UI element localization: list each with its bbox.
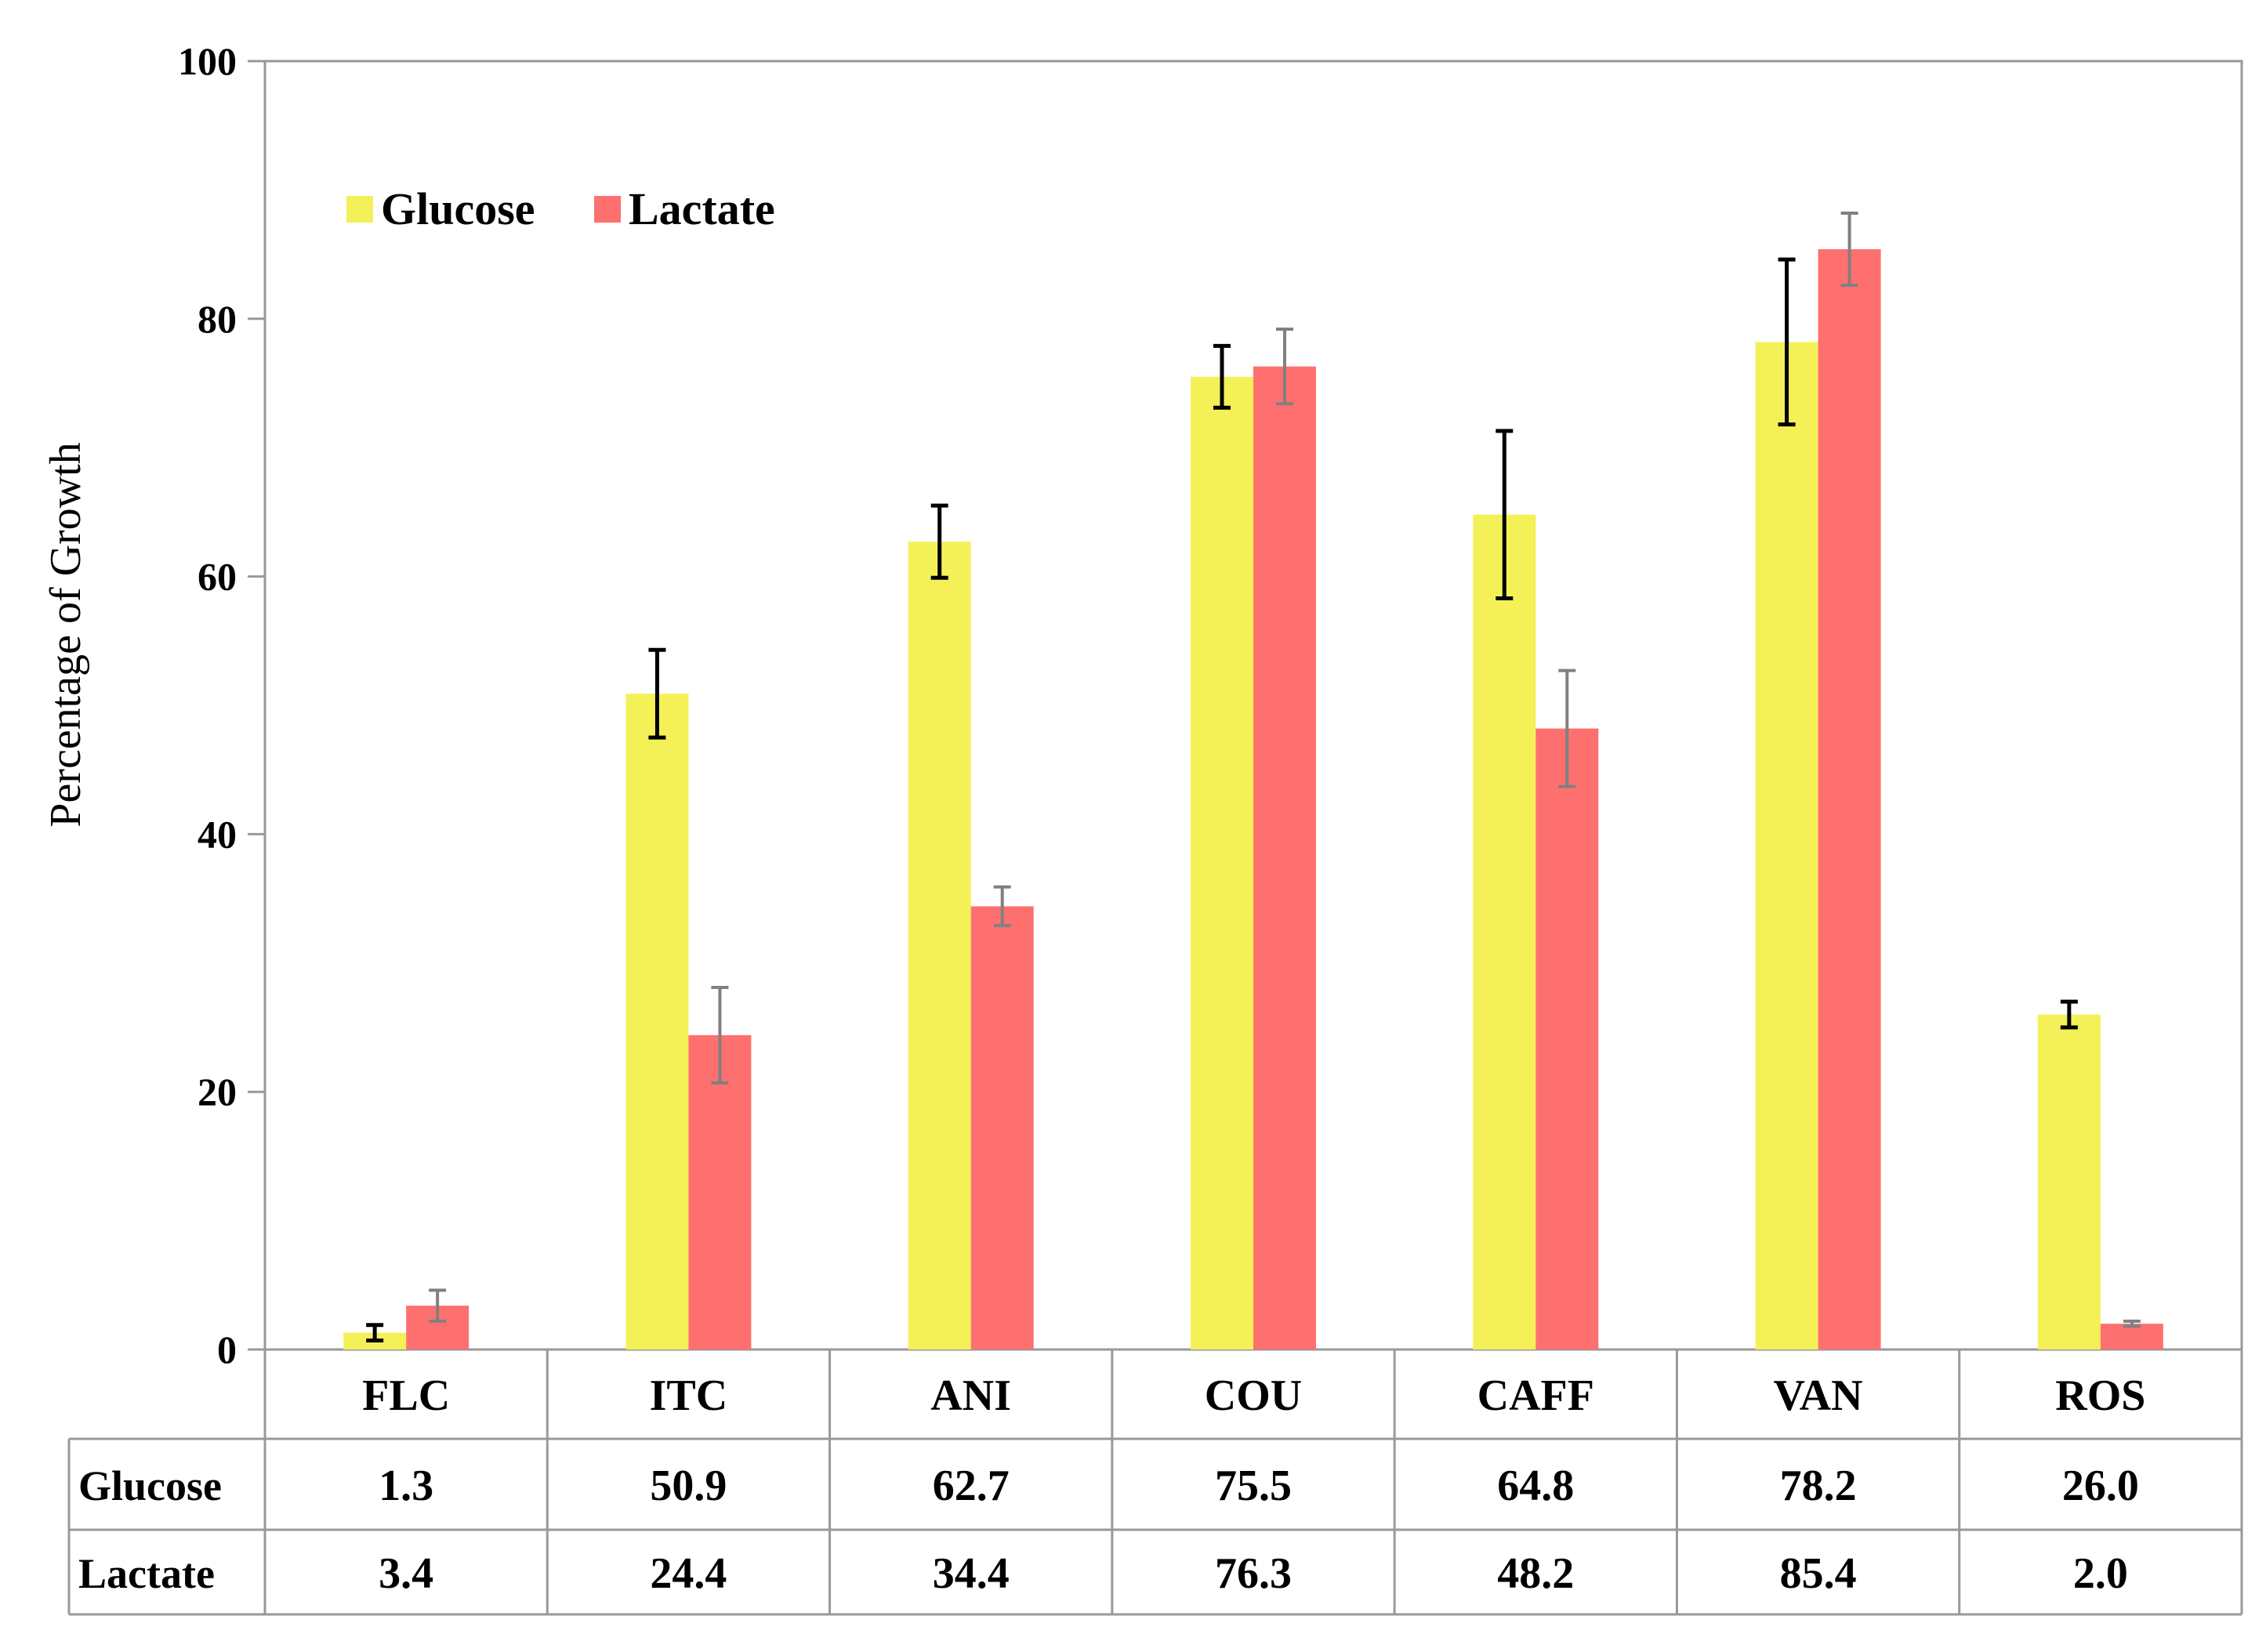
table-cell-value: 50.9 [650, 1462, 727, 1510]
bar-glucose-itc [625, 694, 689, 1349]
x-category-label: CAFF [1477, 1371, 1594, 1420]
bar-glucose-ani [908, 542, 971, 1350]
x-category-label: ITC [650, 1371, 728, 1420]
bar-glucose-van [1755, 342, 1818, 1350]
error-bar-glucose-itc [648, 647, 666, 740]
table-row-header: Lactate [78, 1550, 215, 1597]
legend-swatch [346, 196, 373, 223]
table-cell-value: 76.3 [1215, 1549, 1292, 1598]
legend-label: Glucose [381, 183, 535, 234]
bar-glucose-ros [2037, 1014, 2101, 1349]
x-category-label: VAN [1774, 1371, 1863, 1420]
y-tick-label: 80 [198, 297, 237, 341]
bar-glucose-cou [1191, 376, 1253, 1349]
table-cell-value: 85.4 [1780, 1549, 1857, 1598]
table-cell-value: 2.0 [2073, 1549, 2128, 1598]
bar-lactate-ros [2100, 1324, 2163, 1349]
bar-lactate-ani [970, 906, 1034, 1349]
table-cell-value: 62.7 [933, 1462, 1010, 1510]
table-cell-value: 34.4 [933, 1549, 1010, 1598]
table-cell-value: 75.5 [1215, 1462, 1292, 1510]
x-category-label: COU [1205, 1371, 1302, 1420]
y-tick-label: 40 [198, 812, 237, 856]
y-tick-label: 20 [198, 1070, 237, 1114]
error-bar-glucose-ani [930, 503, 948, 580]
bar-lactate-van [1818, 249, 1881, 1350]
error-bar-glucose-van [1778, 257, 1796, 427]
error-bar-lactate-van [1840, 211, 1858, 288]
legend-label: Lactate [629, 183, 775, 234]
table-cell-value: 48.2 [1497, 1549, 1574, 1598]
y-tick-label: 0 [217, 1328, 237, 1371]
table-cell-value: 78.2 [1780, 1462, 1857, 1510]
table-cell-value: 64.8 [1497, 1462, 1574, 1510]
error-bar-lactate-ros [2123, 1319, 2141, 1328]
x-category-label: ROS [2055, 1371, 2145, 1420]
table-cell-value: 3.4 [379, 1549, 433, 1598]
error-bar-glucose-flc [366, 1323, 384, 1342]
error-bar-lactate-caff [1558, 668, 1576, 788]
bar-lactate-caff [1535, 728, 1599, 1349]
table-cell-value: 26.0 [2062, 1462, 2139, 1510]
error-bar-glucose-caff [1496, 429, 1514, 601]
error-bar-lactate-cou [1276, 327, 1293, 406]
bar-lactate-cou [1253, 366, 1316, 1350]
legend-swatch [594, 196, 621, 223]
error-bar-lactate-itc [711, 986, 729, 1085]
error-bar-lactate-flc [429, 1288, 447, 1323]
legend-entry: Lactate [594, 183, 775, 234]
x-category-label: FLC [362, 1371, 450, 1420]
y-tick-label: 60 [198, 555, 237, 599]
y-axis-label: Percentage of Growth [42, 442, 90, 827]
error-bar-lactate-ani [993, 885, 1011, 928]
bar-glucose-caff [1473, 514, 1536, 1349]
table-cell-value: 24.4 [650, 1549, 727, 1598]
bar-lactate-itc [688, 1034, 752, 1349]
table-cell-value: 1.3 [379, 1462, 433, 1510]
x-category-label: ANI [930, 1371, 1011, 1420]
error-bar-glucose-ros [2060, 999, 2078, 1030]
table-row-header: Glucose [78, 1462, 222, 1509]
y-tick-label: 100 [178, 39, 237, 83]
legend-entry: Glucose [346, 183, 535, 234]
error-bar-glucose-cou [1213, 343, 1231, 410]
